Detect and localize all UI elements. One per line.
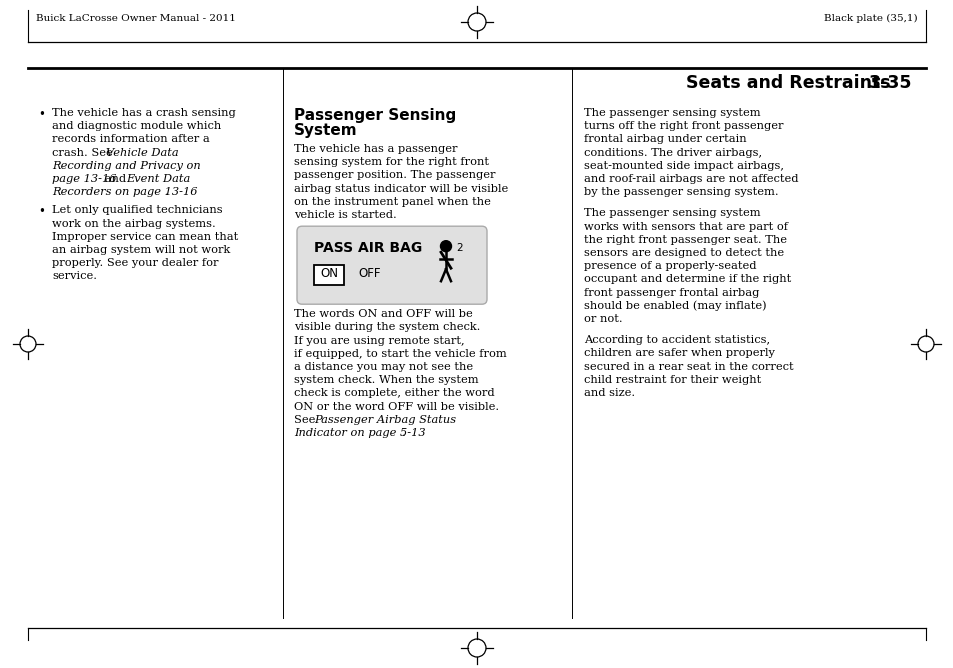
Text: Passenger Sensing: Passenger Sensing — [294, 108, 456, 123]
Text: airbag status indicator will be visible: airbag status indicator will be visible — [294, 184, 508, 194]
Text: .: . — [165, 187, 169, 197]
Text: ON or the word OFF will be visible.: ON or the word OFF will be visible. — [294, 401, 498, 411]
Text: a distance you may not see the: a distance you may not see the — [294, 362, 473, 372]
Text: work on the airbag systems.: work on the airbag systems. — [52, 218, 215, 228]
Text: by the passenger sensing system.: by the passenger sensing system. — [583, 187, 778, 197]
Text: presence of a properly-seated: presence of a properly-seated — [583, 261, 756, 271]
Text: and size.: and size. — [583, 388, 635, 398]
Text: ON: ON — [319, 267, 337, 280]
Text: Let only qualified technicians: Let only qualified technicians — [52, 205, 222, 215]
Text: and roof-rail airbags are not affected: and roof-rail airbags are not affected — [583, 174, 798, 184]
Text: and diagnostic module which: and diagnostic module which — [52, 121, 221, 131]
Text: Seats and Restraints: Seats and Restraints — [685, 74, 890, 92]
Text: seat-mounted side impact airbags,: seat-mounted side impact airbags, — [583, 161, 783, 171]
Text: sensors are designed to detect the: sensors are designed to detect the — [583, 248, 783, 258]
Text: passenger position. The passenger: passenger position. The passenger — [294, 170, 495, 180]
Text: PASS AIR BAG: PASS AIR BAG — [314, 241, 422, 255]
Text: The passenger sensing system: The passenger sensing system — [583, 108, 760, 118]
Text: conditions. The driver airbags,: conditions. The driver airbags, — [583, 148, 761, 158]
Text: Buick LaCrosse Owner Manual - 2011: Buick LaCrosse Owner Manual - 2011 — [36, 14, 235, 23]
FancyBboxPatch shape — [296, 226, 486, 304]
Text: 3-35: 3-35 — [867, 74, 911, 92]
Circle shape — [440, 240, 451, 252]
Text: Event Data: Event Data — [126, 174, 190, 184]
Text: occupant and determine if the right: occupant and determine if the right — [583, 275, 790, 285]
Text: works with sensors that are part of: works with sensors that are part of — [583, 222, 787, 232]
Text: sensing system for the right front: sensing system for the right front — [294, 157, 489, 167]
Bar — [314, 265, 344, 285]
Text: records information after a: records information after a — [52, 134, 210, 144]
Text: frontal airbag under certain: frontal airbag under certain — [583, 134, 746, 144]
Text: .: . — [402, 428, 406, 438]
Text: children are safer when properly: children are safer when properly — [583, 349, 774, 359]
Text: The words ON and OFF will be: The words ON and OFF will be — [294, 309, 473, 319]
Text: 2: 2 — [456, 243, 462, 253]
Text: an airbag system will not work: an airbag system will not work — [52, 245, 230, 255]
Text: service.: service. — [52, 271, 97, 281]
Text: check is complete, either the word: check is complete, either the word — [294, 388, 494, 398]
Text: OFF: OFF — [357, 267, 380, 280]
Text: turns off the right front passenger: turns off the right front passenger — [583, 121, 782, 131]
Text: The vehicle has a passenger: The vehicle has a passenger — [294, 144, 457, 154]
Text: system check. When the system: system check. When the system — [294, 375, 478, 385]
Text: visible during the system check.: visible during the system check. — [294, 323, 480, 333]
Text: According to accident statistics,: According to accident statistics, — [583, 335, 769, 345]
Text: and: and — [101, 174, 130, 184]
Text: The passenger sensing system: The passenger sensing system — [583, 208, 760, 218]
Text: Indicator on page 5-13: Indicator on page 5-13 — [294, 428, 425, 438]
Text: or not.: or not. — [583, 314, 622, 324]
Text: should be enabled (may inflate): should be enabled (may inflate) — [583, 301, 766, 311]
Text: vehicle is started.: vehicle is started. — [294, 210, 396, 220]
Text: if equipped, to start the vehicle from: if equipped, to start the vehicle from — [294, 349, 506, 359]
Text: properly. See your dealer for: properly. See your dealer for — [52, 259, 218, 268]
Text: Passenger Airbag Status: Passenger Airbag Status — [314, 415, 456, 425]
Text: •: • — [38, 205, 45, 218]
Text: front passenger frontal airbag: front passenger frontal airbag — [583, 288, 759, 298]
Text: Recorders on page 13-16: Recorders on page 13-16 — [52, 187, 197, 197]
Text: •: • — [38, 108, 45, 121]
Text: crash. See: crash. See — [52, 148, 116, 158]
Text: Vehicle Data: Vehicle Data — [106, 148, 178, 158]
Text: Improper service can mean that: Improper service can mean that — [52, 232, 238, 242]
Text: page 13-16: page 13-16 — [52, 174, 116, 184]
Text: Recording and Privacy on: Recording and Privacy on — [52, 161, 200, 171]
Text: child restraint for their weight: child restraint for their weight — [583, 375, 760, 385]
Text: on the instrument panel when the: on the instrument panel when the — [294, 197, 491, 207]
Text: Black plate (35,1): Black plate (35,1) — [823, 14, 917, 23]
Text: If you are using remote start,: If you are using remote start, — [294, 335, 464, 345]
Text: The vehicle has a crash sensing: The vehicle has a crash sensing — [52, 108, 235, 118]
Text: See: See — [294, 415, 318, 425]
Text: the right front passenger seat. The: the right front passenger seat. The — [583, 234, 786, 244]
Text: secured in a rear seat in the correct: secured in a rear seat in the correct — [583, 361, 793, 371]
Text: System: System — [294, 123, 357, 138]
